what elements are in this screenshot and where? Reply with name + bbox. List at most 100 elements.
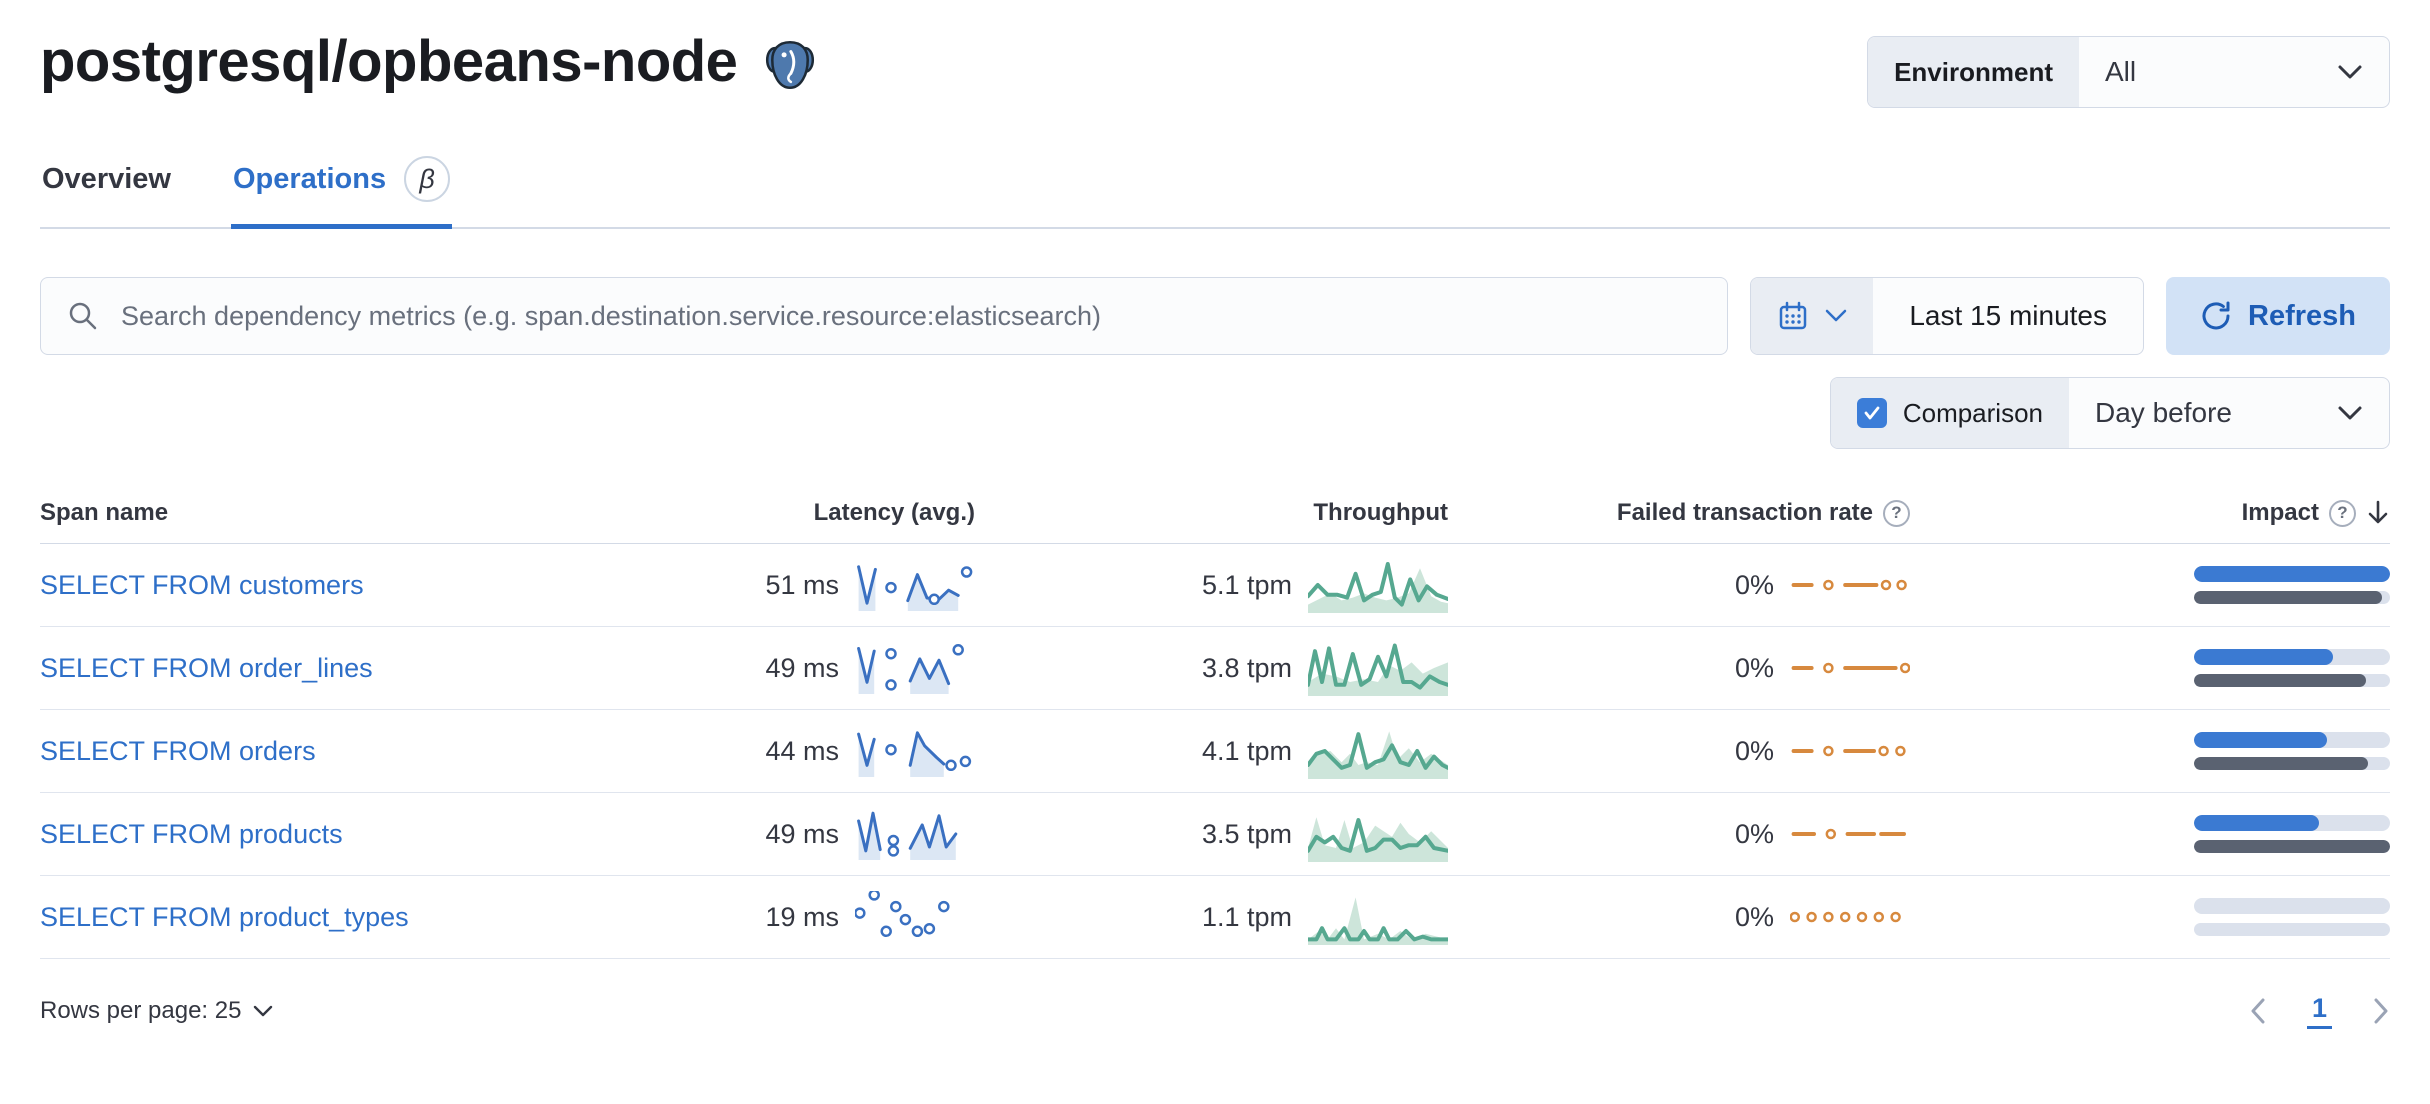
latency-value: 19 ms — [765, 901, 839, 932]
next-page-button[interactable] — [2372, 997, 2390, 1025]
environment-value: All — [2105, 56, 2137, 87]
tab-operations-label: Operations — [232, 162, 387, 195]
environment-select[interactable]: All — [2079, 37, 2389, 107]
search-input[interactable] — [119, 299, 1702, 333]
span-name-link[interactable]: SELECT FROM order_lines — [40, 652, 373, 683]
throughput-cell: 4.1 tpm — [975, 723, 1448, 779]
impact-bars — [2194, 649, 2390, 687]
refresh-button[interactable]: Refresh — [2166, 277, 2390, 355]
comparison-row: Comparison Day before — [40, 377, 2390, 449]
latency-value: 51 ms — [765, 569, 839, 600]
refresh-icon — [2202, 301, 2230, 330]
table-row: SELECT FROM orders 44 ms 4.1 tpm 0% — [40, 710, 2390, 793]
environment-select-group: Environment All — [1867, 36, 2390, 108]
latency-value: 44 ms — [765, 735, 839, 766]
col-header-throughput[interactable]: Throughput — [1313, 499, 1448, 526]
chevron-down-icon — [254, 1005, 273, 1017]
span-name-link[interactable]: SELECT FROM product_types — [40, 901, 409, 932]
postgresql-logo-icon — [766, 40, 815, 89]
latency-sparkline — [855, 725, 975, 777]
col-header-impact[interactable]: Impact ? — [1910, 499, 2390, 527]
time-range-button[interactable]: Last 15 minutes — [1873, 278, 2143, 354]
search-box — [40, 277, 1729, 355]
rows-per-page-button[interactable]: Rows per page: 25 — [40, 997, 273, 1025]
impact-bar-current — [2194, 732, 2390, 748]
impact-bar-current — [2194, 815, 2390, 831]
sort-descending-icon — [2368, 500, 2388, 524]
col-header-latency[interactable]: Latency (avg.) — [813, 499, 975, 526]
failed-rate-sparkline — [1790, 736, 1910, 766]
operations-table: Span name Latency (avg.) Throughput Fail… — [40, 499, 2390, 959]
table-row: SELECT FROM product_types 19 ms 1.1 tpm … — [40, 876, 2390, 959]
chevron-down-icon — [2338, 65, 2362, 79]
environment-label: Environment — [1868, 37, 2079, 107]
failed-rate-cell: 0% — [1448, 653, 1910, 684]
tab-bar: Overview Operations β — [40, 146, 2390, 229]
chevron-down-icon — [2338, 406, 2362, 420]
latency-value: 49 ms — [765, 818, 839, 849]
failed-rate-cell: 0% — [1448, 570, 1910, 601]
beta-badge: β — [404, 156, 451, 202]
latency-value: 49 ms — [765, 652, 839, 683]
failed-rate-value: 0% — [1734, 818, 1774, 849]
span-name-link[interactable]: SELECT FROM orders — [40, 735, 316, 766]
throughput-sparkline — [1308, 723, 1448, 779]
impact-bar-previous — [2194, 674, 2390, 687]
tab-overview-label: Overview — [42, 162, 171, 195]
failed-rate-value: 0% — [1734, 652, 1774, 683]
table-row: SELECT FROM products 49 ms 3.5 tpm 0% — [40, 793, 2390, 876]
throughput-cell: 5.1 tpm — [975, 557, 1448, 613]
span-name-link[interactable]: SELECT FROM products — [40, 818, 343, 849]
throughput-cell: 1.1 tpm — [975, 889, 1448, 945]
span-name-link[interactable]: SELECT FROM customers — [40, 569, 364, 600]
latency-cell: 51 ms — [640, 559, 975, 611]
table-footer: Rows per page: 25 1 — [40, 993, 2390, 1029]
latency-sparkline — [855, 559, 975, 611]
impact-bar-current — [2194, 566, 2390, 582]
latency-cell: 49 ms — [640, 642, 975, 694]
impact-bar-previous — [2194, 757, 2390, 770]
date-picker-calendar-button[interactable] — [1751, 278, 1874, 354]
calendar-icon — [1780, 301, 1807, 330]
col-header-failed-rate[interactable]: Failed transaction rate ? — [1448, 499, 1910, 527]
failed-rate-value: 0% — [1734, 569, 1774, 600]
failed-rate-sparkline — [1790, 653, 1910, 683]
comparison-select[interactable]: Day before — [2069, 378, 2389, 448]
tab-overview[interactable]: Overview — [40, 146, 173, 229]
latency-sparkline — [855, 808, 975, 860]
chevron-right-icon — [2374, 998, 2388, 1024]
latency-sparkline — [855, 642, 975, 694]
search-icon — [69, 302, 97, 330]
failed-rate-sparkline — [1790, 902, 1910, 932]
dependency-operations-page: postgresql/opbeans-node Environment All — [40, 0, 2390, 1029]
failed-rate-cell: 0% — [1448, 736, 1910, 767]
comparison-checkbox[interactable] — [1856, 398, 1887, 428]
col-header-span-name: Span name — [40, 499, 169, 526]
impact-bars — [2194, 566, 2390, 604]
page-title: postgresql/opbeans-node — [40, 29, 738, 94]
throughput-value: 3.8 tpm — [1201, 652, 1292, 683]
failed-rate-sparkline — [1790, 819, 1910, 849]
page-number[interactable]: 1 — [2306, 993, 2332, 1029]
question-icon[interactable]: ? — [2329, 499, 2356, 527]
throughput-sparkline — [1308, 557, 1448, 613]
impact-cell — [1910, 649, 2390, 687]
previous-page-button[interactable] — [2249, 997, 2267, 1025]
impact-bars — [2194, 898, 2390, 936]
impact-cell — [1910, 732, 2390, 770]
comparison-label: Comparison — [1902, 397, 2043, 428]
comparison-group: Comparison Day before — [1829, 377, 2390, 449]
tab-operations[interactable]: Operations β — [230, 146, 453, 229]
failed-rate-value: 0% — [1734, 901, 1774, 932]
throughput-cell: 3.5 tpm — [975, 806, 1448, 862]
toolbar: Last 15 minutes Refresh — [40, 277, 2390, 355]
refresh-label: Refresh — [2248, 299, 2356, 332]
pagination: 1 — [2249, 993, 2390, 1029]
impact-bar-previous — [2194, 840, 2390, 853]
chevron-left-icon — [2251, 998, 2265, 1024]
question-icon[interactable]: ? — [1883, 499, 1910, 527]
throughput-value: 3.5 tpm — [1201, 818, 1292, 849]
check-icon — [1864, 406, 1880, 420]
page-header: postgresql/opbeans-node Environment All — [40, 0, 2390, 108]
failed-rate-sparkline — [1790, 570, 1910, 600]
